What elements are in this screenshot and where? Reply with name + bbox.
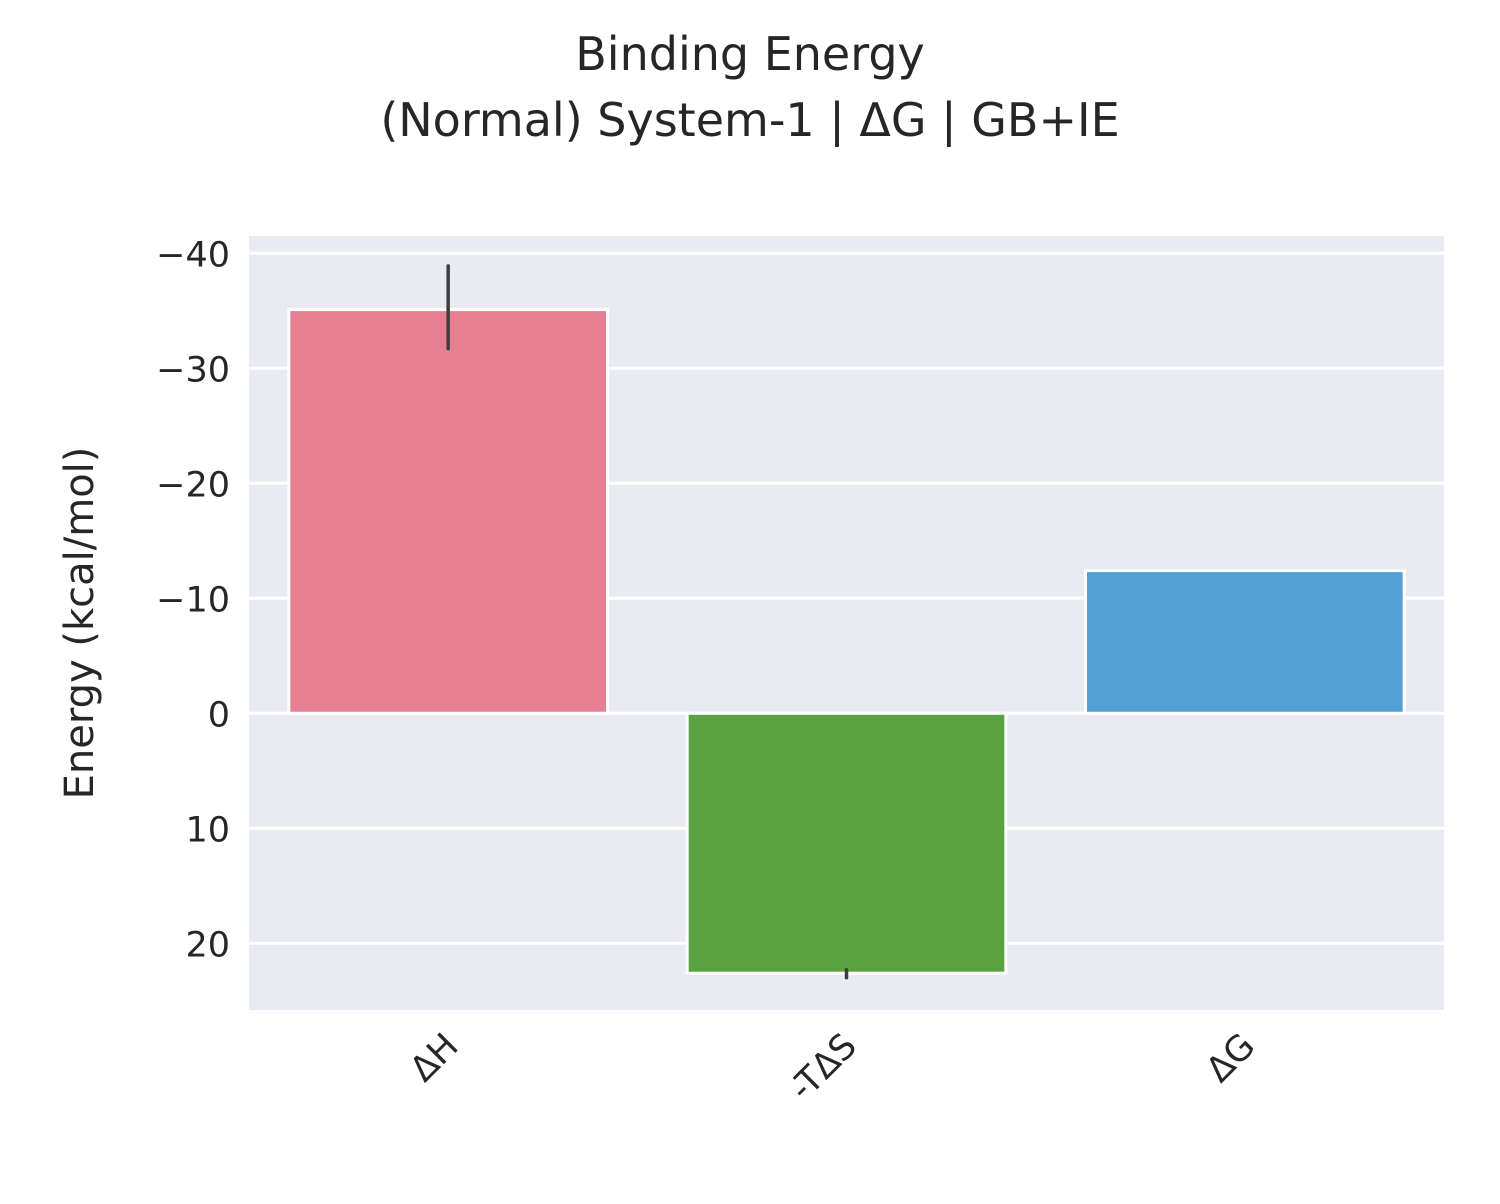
bars	[287, 308, 1406, 975]
y-tick-label: −30	[156, 350, 230, 390]
bar-0	[287, 308, 609, 715]
y-tick-label: −10	[156, 580, 230, 620]
y-tick-labels: −40 −30 −20 −10 0 10 20	[156, 235, 230, 965]
bar-2	[1084, 569, 1406, 715]
x-tick-labels: ΔH -TΔS ΔG	[403, 1026, 1263, 1109]
x-tick-label: ΔH	[403, 1026, 467, 1090]
x-tick-label: -TΔS	[782, 1026, 865, 1109]
y-tick-label: 20	[185, 925, 230, 965]
bar-1	[685, 711, 1008, 975]
x-tick-label: ΔG	[1199, 1026, 1263, 1090]
chart-title: Binding Energy	[575, 27, 925, 81]
y-tick-label: 10	[185, 810, 230, 850]
y-axis-label: Energy (kcal/mol)	[57, 447, 103, 800]
y-tick-label: 0	[208, 695, 230, 735]
y-tick-label: −40	[156, 235, 230, 275]
y-tick-label: −20	[156, 465, 230, 505]
error-bars	[446, 264, 849, 980]
chart-subtitle: (Normal) System-1 | ΔG | GB+IE	[380, 93, 1119, 148]
